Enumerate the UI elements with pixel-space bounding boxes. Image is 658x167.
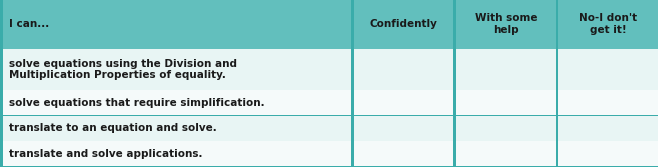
Bar [558, 90, 658, 115]
Bar [558, 116, 658, 141]
Bar [456, 116, 555, 141]
Bar [354, 141, 453, 166]
Text: With some
help: With some help [474, 14, 537, 35]
Bar [354, 116, 453, 141]
Bar [3, 116, 351, 141]
Bar [3, 141, 351, 166]
Bar [558, 141, 658, 166]
Bar [354, 0, 453, 49]
Bar [3, 90, 351, 115]
Bar [456, 141, 555, 166]
Bar [558, 49, 658, 90]
Text: solve equations using the Division and
Multiplication Properties of equality.: solve equations using the Division and M… [9, 59, 238, 80]
Bar [558, 0, 658, 49]
Bar [354, 90, 453, 115]
Text: No-I don't
get it!: No-I don't get it! [579, 14, 637, 35]
Text: translate to an equation and solve.: translate to an equation and solve. [9, 123, 217, 133]
Text: Confidently: Confidently [370, 19, 438, 29]
Bar [456, 90, 555, 115]
Text: translate and solve applications.: translate and solve applications. [9, 149, 203, 159]
Text: solve equations that require simplification.: solve equations that require simplificat… [9, 98, 265, 108]
Bar [354, 49, 453, 90]
Text: I can...: I can... [9, 19, 49, 29]
Bar [456, 0, 555, 49]
Bar [456, 49, 555, 90]
Bar [3, 49, 351, 90]
Bar [3, 0, 351, 49]
